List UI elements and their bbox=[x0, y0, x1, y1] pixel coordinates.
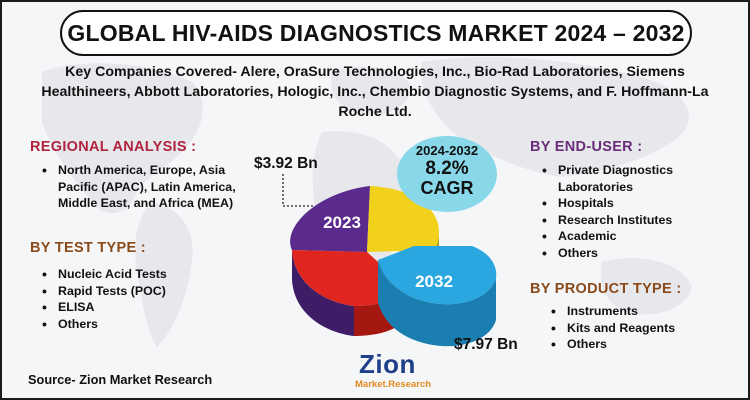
list-item: North America, Europe, Asia Pacific (APA… bbox=[38, 162, 238, 212]
list-item: Research Institutes bbox=[538, 212, 738, 229]
regional-analysis-list: North America, Europe, Asia Pacific (APA… bbox=[38, 162, 238, 212]
cagr-years: 2024-2032 bbox=[415, 143, 479, 158]
list-item: Academic bbox=[538, 228, 738, 245]
cagr-rate: 8.2% bbox=[425, 158, 469, 179]
title-banner: GLOBAL HIV-AIDS DIAGNOSTICS MARKET 2024 … bbox=[60, 10, 692, 56]
logo-subtext: Market.Research bbox=[355, 379, 432, 390]
market-value-2032: $7.97 Bn bbox=[454, 336, 518, 353]
list-item: Hospitals bbox=[538, 195, 738, 212]
list-item: Nucleic Acid Tests bbox=[38, 266, 208, 283]
list-item: Kits and Reagents bbox=[547, 320, 737, 337]
end-user-list: Private Diagnostics Laboratories Hospita… bbox=[538, 162, 738, 261]
pie-slice-purple bbox=[290, 186, 370, 252]
list-item: Others bbox=[538, 245, 738, 262]
list-item: Others bbox=[547, 336, 737, 353]
leader-line-2023 bbox=[282, 174, 314, 207]
pie-side-blue bbox=[378, 260, 496, 347]
product-type-list: Instruments Kits and Reagents Others bbox=[547, 303, 737, 353]
logo-wordmark: Zion bbox=[359, 349, 416, 379]
test-type-heading: BY TEST TYPE : bbox=[30, 240, 146, 256]
regional-analysis-heading: REGIONAL ANALYSIS : bbox=[30, 139, 197, 155]
list-item: Others bbox=[38, 316, 208, 333]
cagr-bubble: 2024-2032 8.2% CAGR bbox=[397, 136, 497, 212]
market-value-2023: $3.92 Bn bbox=[254, 155, 318, 172]
year-label-2032: 2032 bbox=[415, 272, 453, 291]
key-companies-text: Key Companies Covered- Alere, OraSure Te… bbox=[41, 64, 709, 120]
list-item: Rapid Tests (POC) bbox=[38, 283, 208, 300]
page-title: GLOBAL HIV-AIDS DIAGNOSTICS MARKET 2024 … bbox=[67, 19, 685, 46]
source-note: Source- Zion Market Research bbox=[28, 372, 213, 387]
list-item: ELISA bbox=[38, 299, 208, 316]
zion-logo: Zion Market.Research bbox=[347, 349, 431, 393]
end-user-heading: BY END-USER : bbox=[530, 139, 643, 155]
list-item: Instruments bbox=[547, 303, 737, 320]
pie-slice-blue bbox=[378, 246, 497, 305]
product-type-heading: BY PRODUCT TYPE : bbox=[530, 281, 682, 297]
pie-side-purple bbox=[292, 250, 354, 336]
year-label-2023: 2023 bbox=[323, 213, 361, 232]
test-type-list: Nucleic Acid Tests Rapid Tests (POC) ELI… bbox=[38, 266, 208, 332]
cagr-label: CAGR bbox=[420, 178, 474, 198]
list-item: Private Diagnostics Laboratories bbox=[538, 162, 738, 195]
